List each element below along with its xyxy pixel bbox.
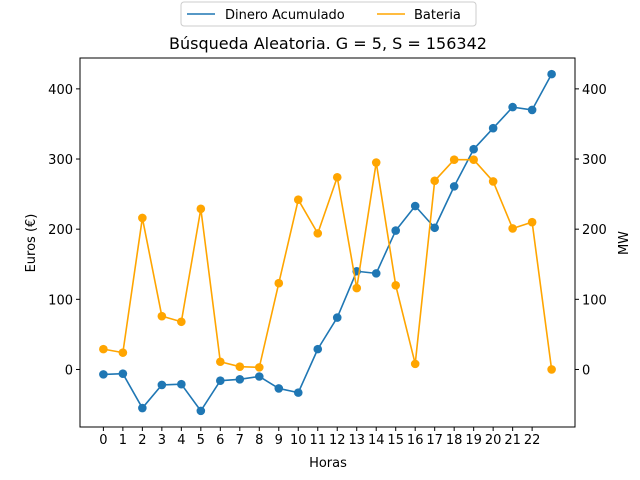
data-point-dinero [293,388,303,397]
data-point-bateria [508,224,517,233]
data-point-bateria [469,155,478,165]
data-point-bateria [254,363,264,372]
data-point-dinero [430,223,439,233]
data-point-bateria [410,359,420,369]
data-point-dinero [313,344,323,354]
y-tick-label-left: 0 [65,363,73,378]
x-tick-label: 17 [426,433,443,448]
y-tick-label-right: 400 [582,83,607,98]
data-point-bateria [313,229,323,238]
x-tick-label: 7 [236,433,244,448]
data-point-bateria [157,311,167,321]
data-point-dinero [469,144,478,154]
data-point-bateria [177,317,186,327]
data-point-dinero [177,379,186,389]
x-axis-label: Horas [309,456,347,471]
data-point-bateria [332,172,342,182]
y-tick-label-right: 300 [582,153,607,168]
y-axis-label-right: MW [617,231,632,255]
data-point-dinero [157,380,167,390]
data-point-dinero [508,102,517,112]
data-point-bateria [527,217,537,227]
data-point-bateria [488,177,498,186]
legend: Dinero Acumulado Bateria [180,1,477,27]
x-tick-label: 12 [329,433,346,448]
y-axis-label-left: Euros (€) [24,214,39,273]
data-point-dinero [138,403,147,413]
y-tick-label-right: 100 [582,293,607,308]
axes-frame [79,57,576,428]
x-tick-label: 19 [465,433,482,448]
data-point-bateria [118,348,128,357]
x-tick-label: 3 [158,433,166,448]
data-point-dinero [332,313,342,322]
legend-label-dinero: Dinero Acumulado [225,8,345,23]
legend-label-bateria: Bateria [414,8,461,23]
x-tick-label: 9 [275,433,283,448]
x-tick-label: 16 [407,433,424,448]
data-point-dinero [274,384,284,393]
x-tick-label: 11 [309,433,326,448]
x-tick-label: 15 [387,433,404,448]
data-point-bateria [547,365,556,374]
plot-area: 0 1 2 3 4 5 6 7 8 9 10 11 12 13 14 15 16 17 18 19 20 21 220100… [48,57,607,448]
x-tick-label: 5 [197,433,205,448]
y-tick-label-left: 400 [48,83,73,98]
data-point-bateria [371,158,381,167]
data-point-dinero [547,69,556,79]
x-tick-label: 22 [524,433,541,448]
data-point-bateria [352,283,362,293]
data-point-bateria [138,213,147,223]
data-point-dinero [410,201,420,211]
data-point-bateria [99,344,108,354]
data-point-dinero [391,226,401,235]
data-point-bateria [216,357,225,367]
data-point-dinero [527,105,537,115]
data-point-dinero [99,370,108,379]
x-tick-label: 6 [216,433,224,448]
data-point-dinero [488,123,498,133]
data-point-dinero [118,369,128,378]
x-tick-label: 0 [99,433,107,448]
y-tick-label-right: 200 [582,223,607,238]
data-point-dinero [371,269,381,278]
x-tick-label: 2 [138,433,146,448]
x-tick-label: 4 [177,433,185,448]
data-point-dinero [449,182,459,191]
x-tick-label: 14 [368,433,385,448]
data-point-bateria [274,278,284,288]
x-tick-label: 21 [504,433,521,448]
x-tick-label: 8 [255,433,263,448]
y-tick-label-left: 100 [48,293,73,308]
x-tick-label: 10 [290,433,307,448]
legend-frame [180,1,477,27]
data-point-bateria [293,195,303,205]
x-tick-label: 13 [348,433,365,448]
x-tick-label: 18 [446,433,463,448]
y-tick-label-right: 0 [582,363,590,378]
data-point-bateria [196,204,206,214]
data-point-dinero [196,406,206,416]
data-point-dinero [235,374,245,384]
data-point-bateria [430,176,439,186]
data-point-bateria [235,362,245,371]
y-tick-label-left: 200 [48,223,73,238]
chart-title: Búsqueda Aleatoria. G = 5, S = 156342 [169,34,487,53]
data-point-bateria [391,280,401,290]
data-point-dinero [216,376,225,385]
x-tick-label: 1 [119,433,127,448]
data-point-bateria [449,155,459,165]
x-tick-label: 20 [485,433,502,448]
data-point-dinero [254,372,264,381]
y-tick-label-left: 300 [48,153,73,168]
